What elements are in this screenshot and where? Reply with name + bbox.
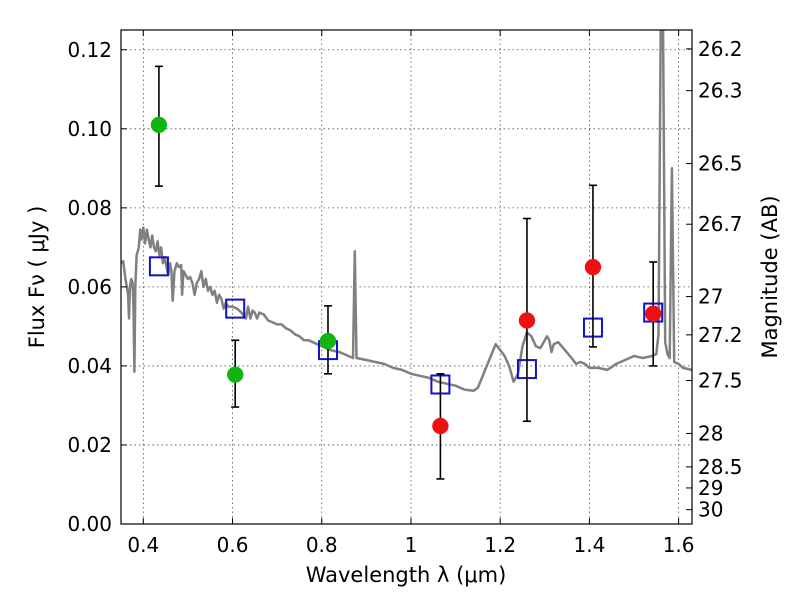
y2-tick-label: 26.7 (698, 212, 743, 236)
y-tick-label: 0.02 (67, 433, 112, 457)
y-tick-label: 0.10 (67, 117, 112, 141)
plot-frame (120, 29, 693, 525)
y-axis-title: Flux Fν ( μJy ) (25, 206, 49, 349)
x-tick-label: 0.6 (217, 533, 249, 557)
y2-tick-label: 27.2 (698, 323, 743, 347)
ticks (121, 30, 692, 525)
x-tick-label: 1.6 (663, 533, 695, 557)
model-flux-box (148, 256, 169, 277)
y2-tick-label: 26.5 (698, 152, 743, 176)
y2-tick-label: 28.5 (698, 455, 743, 479)
model-spectrum (121, 30, 692, 393)
plot-background (121, 30, 692, 524)
y2-tick-label: 30 (698, 498, 723, 522)
x-tick-label: 1 (405, 533, 418, 557)
x-tick-label: 0.4 (127, 533, 159, 557)
x-tick-label: 1.2 (484, 533, 516, 557)
y-tick-label: 0.06 (67, 275, 112, 299)
y2-axis-title: Magnitude (AB) (758, 195, 782, 358)
y-tick-label: 0.04 (67, 354, 112, 378)
y-tick-label: 0.08 (67, 196, 112, 220)
green-data-point (150, 116, 168, 134)
y2-tick-label: 28 (698, 421, 723, 445)
red-data-point (644, 305, 662, 323)
y-tick-label: 0.12 (67, 38, 112, 62)
y2-tick-label: 27 (698, 285, 723, 309)
y-tick-label: 0.00 (67, 512, 112, 536)
red-data-point (518, 312, 536, 329)
x-tick-label: 1.4 (573, 533, 605, 557)
y2-tick-label: 27.5 (698, 369, 743, 393)
green-data-point (319, 332, 337, 350)
y2-tick-label: 26.2 (698, 37, 743, 61)
x-tick-label: 0.8 (306, 533, 338, 557)
tick-labels: 0.4 0.6 0.8 1 1.2 1.4 1.6 0.00 0.02 0.04 0.06 0.08 0… (67, 37, 742, 557)
red-data-point (584, 258, 602, 276)
x-axis-title: Wavelength λ (μm) (306, 563, 507, 587)
y2-tick-label: 26.3 (698, 79, 743, 103)
model-flux-box (225, 298, 246, 319)
y2-tick-label: 29 (698, 476, 723, 500)
data-markers (148, 65, 664, 480)
model-spectrum-line (121, 30, 692, 393)
red-data-point (432, 417, 449, 435)
green-data-point (226, 366, 244, 383)
